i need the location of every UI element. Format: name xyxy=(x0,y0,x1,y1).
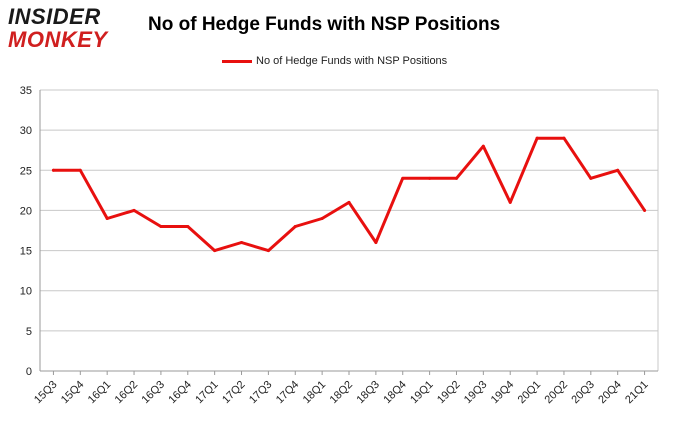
data-point xyxy=(616,168,620,172)
x-tick-label: 15Q3 xyxy=(32,379,60,407)
data-point xyxy=(347,200,351,204)
data-point xyxy=(643,208,647,212)
x-tick-label: 18Q1 xyxy=(301,379,329,407)
data-point xyxy=(213,249,217,253)
data-point xyxy=(481,144,485,148)
y-tick-label: 0 xyxy=(26,366,32,378)
y-tick-label: 10 xyxy=(20,286,32,298)
x-tick-label: 20Q2 xyxy=(543,379,571,407)
data-point xyxy=(562,136,566,140)
y-tick-label: 5 xyxy=(26,326,32,338)
data-point xyxy=(78,168,82,172)
data-point xyxy=(159,224,163,228)
chart-title: No of Hedge Funds with NSP Positions xyxy=(148,14,501,35)
x-tick-label: 19Q3 xyxy=(462,379,490,407)
x-tick-label: 20Q3 xyxy=(569,379,597,407)
data-point xyxy=(374,241,378,245)
data-point xyxy=(535,136,539,140)
x-tick-label: 20Q4 xyxy=(596,379,624,407)
data-point xyxy=(186,224,190,228)
x-tick-label: 20Q1 xyxy=(516,379,544,407)
y-tick-label: 20 xyxy=(20,205,32,217)
logo-text-insider: INSIDER xyxy=(8,4,101,29)
y-tick-label: 35 xyxy=(20,85,32,97)
x-tick-label: 17Q1 xyxy=(193,379,221,407)
data-point xyxy=(589,176,593,180)
x-tick-label: 18Q4 xyxy=(381,379,409,407)
x-tick-label: 18Q2 xyxy=(328,379,356,407)
x-tick-label: 16Q1 xyxy=(86,379,114,407)
data-point xyxy=(240,241,244,245)
x-tick-label: 18Q3 xyxy=(354,379,382,407)
series-line xyxy=(51,136,647,253)
data-point xyxy=(132,208,136,212)
x-tick-label: 17Q2 xyxy=(220,379,248,407)
data-point xyxy=(428,176,432,180)
x-tick-label: 21Q1 xyxy=(623,379,651,407)
data-point xyxy=(454,176,458,180)
logo-text-monkey: MONKEY xyxy=(8,27,108,52)
data-point xyxy=(105,216,109,220)
data-point xyxy=(293,224,297,228)
x-tick-label: 19Q4 xyxy=(489,379,517,407)
legend-swatch xyxy=(222,59,252,63)
legend-label: No of Hedge Funds with NSP Positions xyxy=(256,55,448,67)
data-point xyxy=(320,216,324,220)
x-tick-label: 17Q3 xyxy=(247,379,275,407)
insider-monkey-logo: INSIDER MONKEY xyxy=(8,6,128,51)
chart-legend: No of Hedge Funds with NSP Positions xyxy=(222,55,447,67)
data-point xyxy=(51,168,55,172)
x-tick-label: 19Q2 xyxy=(435,379,463,407)
data-point xyxy=(401,176,405,180)
x-tick-label: 17Q4 xyxy=(274,379,302,407)
x-tick-label: 19Q1 xyxy=(408,379,436,407)
y-tick-label: 25 xyxy=(20,165,32,177)
x-tick-label: 16Q4 xyxy=(166,379,194,407)
data-point xyxy=(266,249,270,253)
data-point xyxy=(508,200,512,204)
x-tick-label: 16Q2 xyxy=(113,379,141,407)
y-tick-label: 15 xyxy=(20,246,32,258)
x-tick-label: 15Q4 xyxy=(59,379,87,407)
y-tick-label: 30 xyxy=(20,125,32,137)
x-tick-label: 16Q3 xyxy=(140,379,168,407)
